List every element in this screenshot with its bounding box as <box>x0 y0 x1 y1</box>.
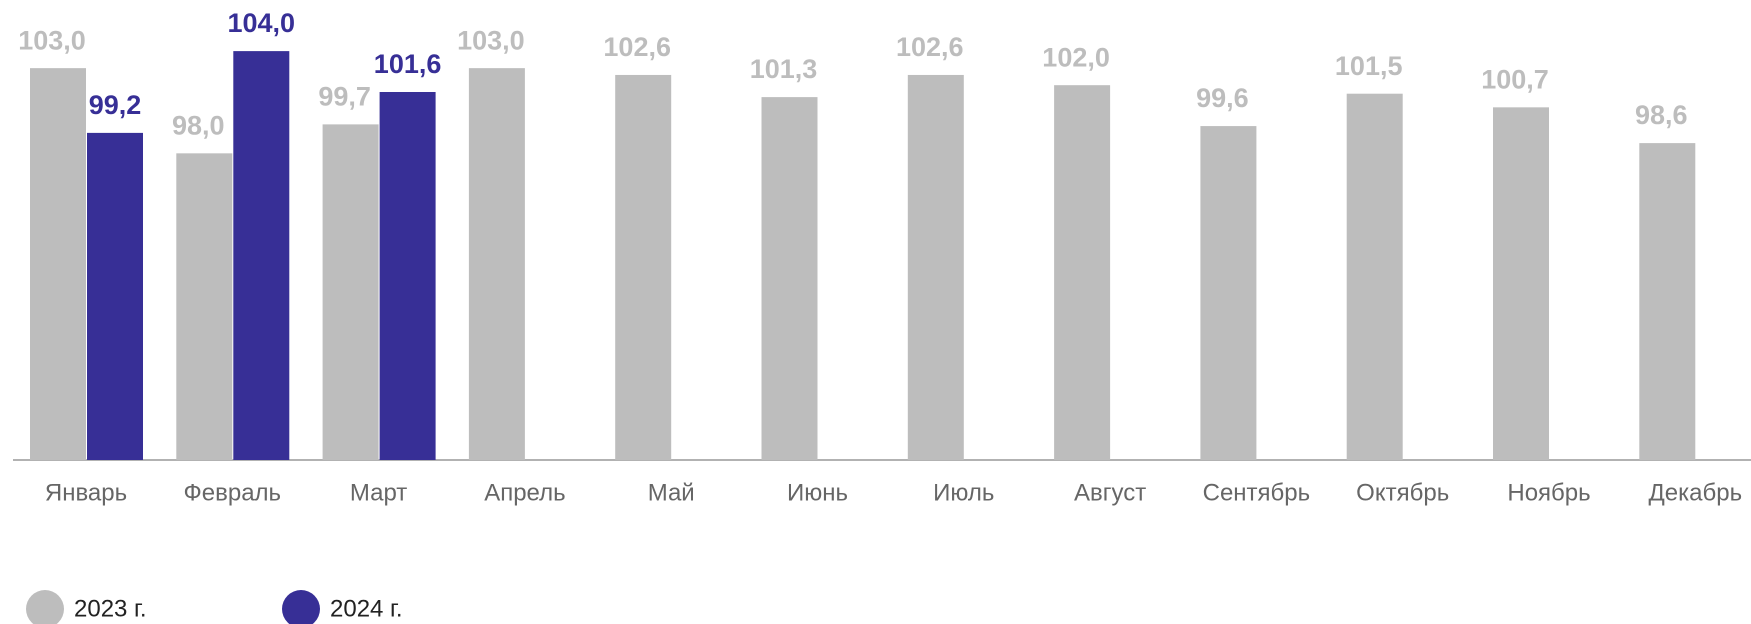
bar <box>322 124 379 461</box>
data-label: 99,6 <box>1196 83 1249 113</box>
legend-label: 2024 г. <box>330 595 403 622</box>
x-tick-label: Май <box>648 479 695 506</box>
data-label: 98,0 <box>172 110 225 140</box>
bar <box>30 68 86 461</box>
bar <box>1200 126 1257 461</box>
data-label: 98,6 <box>1635 100 1688 130</box>
bar <box>233 51 290 460</box>
x-tick-label: Январь <box>45 479 127 506</box>
bar <box>761 97 818 460</box>
legend-marker <box>282 590 320 624</box>
x-tick-label: Октябрь <box>1356 479 1449 506</box>
bar <box>907 74 964 461</box>
bar <box>1346 93 1403 460</box>
bar <box>468 68 525 461</box>
legend-label: 2023 г. <box>74 595 147 622</box>
data-label: 100,7 <box>1481 64 1549 94</box>
bar <box>1639 143 1696 460</box>
bar <box>379 92 436 460</box>
x-tick-label: Март <box>350 479 407 506</box>
data-label: 99,7 <box>318 81 371 111</box>
data-label: 101,6 <box>374 49 442 79</box>
data-label: 103,0 <box>18 25 86 55</box>
x-tick-label: Август <box>1074 479 1146 506</box>
x-tick-label: Июнь <box>787 479 848 506</box>
x-tick-label: Февраль <box>184 479 282 506</box>
data-label: 102,6 <box>603 32 671 62</box>
data-label: 103,0 <box>457 25 525 55</box>
x-tick-label: Апрель <box>484 479 565 506</box>
data-label: 104,0 <box>228 8 296 38</box>
bar <box>615 74 672 461</box>
data-label: 101,5 <box>1335 51 1403 81</box>
bar <box>176 153 233 461</box>
data-label: 102,0 <box>1042 42 1110 72</box>
bar <box>1493 107 1549 460</box>
x-tick-label: Сентябрь <box>1203 479 1311 506</box>
data-label: 101,3 <box>750 54 818 84</box>
x-tick-label: Июль <box>933 479 994 506</box>
legend-marker <box>26 590 64 624</box>
data-label: 99,2 <box>89 90 142 120</box>
x-tick-label: Ноябрь <box>1507 479 1590 506</box>
bar <box>87 132 143 460</box>
bar <box>1054 85 1111 461</box>
data-label: 102,6 <box>896 32 964 62</box>
x-tick-label: Декабрь <box>1649 479 1743 506</box>
